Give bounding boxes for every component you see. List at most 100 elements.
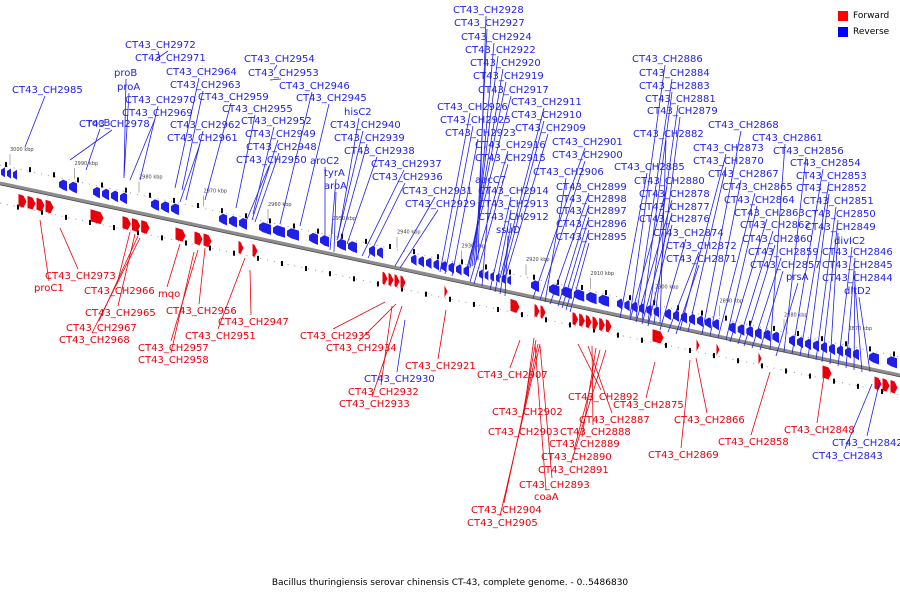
forward-gene-label: CT43_CH2935 (300, 331, 371, 342)
reverse-leader-line (254, 152, 280, 223)
forward-gene-label: CT43_CH2904 (471, 505, 542, 516)
reverse-gene-arrow (171, 203, 179, 216)
reverse-gene-label: aroC2 (310, 156, 339, 167)
reverse-gene-arrow (617, 298, 623, 310)
reverse-leader-line (775, 282, 799, 357)
forward-gene-arrow (203, 233, 212, 248)
forward-leader-line (503, 343, 539, 504)
reverse-gene-label: CT43_CH2896 (556, 219, 627, 230)
reverse-gene-arrow (755, 328, 762, 340)
reverse-gene-label: CT43_CH2882 (633, 129, 704, 140)
forward-gene-arrow (394, 274, 400, 288)
forward-gene-arrow (18, 193, 27, 208)
tick-label: 2960 kbp (268, 202, 292, 208)
reverse-gene-label: CT43_CH2915 (475, 153, 546, 164)
forward-gene-arrow (510, 298, 520, 313)
forward-leader-line (249, 269, 252, 316)
reverse-gene-label: CT43_CH2928 (453, 5, 524, 16)
tick-label: 3000 kbp (10, 147, 34, 153)
forward-gene-arrow (444, 284, 448, 298)
forward-gene-label: CT43_CH2858 (718, 437, 789, 448)
forward-leader-line (573, 349, 601, 451)
ruler-mark (677, 305, 679, 311)
reverse-gene-label: CT43_CH2846 (822, 247, 893, 258)
reverse-leader-line (532, 147, 586, 299)
forward-leader-line (750, 371, 771, 436)
forward-leader-line (358, 303, 397, 342)
reverse-gene-label: CT43_CH2924 (461, 32, 532, 43)
reverse-gene-arrow (309, 232, 318, 245)
forward-leader-line (59, 227, 79, 270)
legend-item-reverse: Reverse (838, 24, 889, 40)
reverse-gene-label: CT43_CH2842 (832, 438, 900, 449)
reverse-gene-arrow (456, 264, 462, 276)
forward-gene-arrow (605, 319, 612, 333)
forward-gene-arrow (382, 271, 388, 285)
forward-leader-line (645, 361, 656, 399)
reverse-leader-line (333, 191, 337, 253)
reverse-gene-label: proA (117, 82, 140, 93)
reverse-gene-label: CT43_CH2964 (166, 67, 237, 78)
reverse-gene-label: CT43_CH2884 (639, 68, 710, 79)
reverse-swatch (838, 27, 848, 37)
reverse-gene-label: CT43_CH2899 (556, 182, 627, 193)
forward-leader-line (577, 343, 602, 391)
reverse-gene-label: hisC2 (344, 107, 372, 118)
reverse-gene-label: CT43_CH2955 (222, 104, 293, 115)
reverse-leader-line (659, 238, 687, 331)
reverse-leader-line (659, 139, 667, 325)
reverse-leader-line (679, 153, 727, 331)
reverse-leader-line (24, 95, 46, 148)
forward-gene-label: CT43_CH2875 (613, 400, 684, 411)
ruler-mark (845, 341, 847, 347)
reverse-gene-label: CT43_CH2886 (632, 54, 703, 65)
reverse-gene-label: CT43_CH2880 (634, 176, 705, 187)
ruler-mark (449, 296, 451, 302)
reverse-gene-layer (1, 167, 897, 369)
forward-gene-label: CT43_CH2890 (541, 452, 612, 463)
forward-gene-label: CT43_CH2887 (579, 415, 650, 426)
ruler-mark (41, 209, 43, 215)
ruler-mark (581, 284, 583, 290)
reverse-gene-label: CT43_CH2945 (296, 93, 367, 104)
reverse-gene-arrow (845, 347, 851, 359)
forward-leader-line (695, 357, 708, 414)
reverse-leader-line (252, 126, 275, 215)
reverse-gene-arrow (259, 222, 271, 235)
reverse-gene-label: CT43_CH2963 (170, 80, 241, 91)
reverse-gene-arrow (273, 225, 285, 238)
reverse-gene-label: CT43_CH2850 (805, 209, 876, 220)
forward-leader-line (371, 305, 403, 398)
reverse-leader-line (444, 125, 474, 275)
forward-gene-arrow (882, 378, 890, 392)
reverse-leader-line (499, 222, 512, 295)
ruler-mark (761, 363, 763, 369)
ruler-mark (173, 197, 175, 203)
reverse-leader-line (561, 216, 590, 309)
reverse-gene-arrow (411, 254, 417, 266)
reverse-gene-label: CT43_CH2972 (125, 40, 196, 51)
forward-gene-label: CT43_CH2956 (166, 306, 237, 317)
reverse-gene-label: CT43_CH2940 (330, 120, 401, 131)
reverse-leader-line (629, 64, 666, 317)
forward-gene-label: CT43_CH2891 (538, 465, 609, 476)
forward-leader-line (509, 339, 521, 369)
forward-leader-line (116, 231, 131, 285)
legend-label-forward: Forward (853, 11, 890, 21)
reverse-gene-label: CT43_CH2862 (740, 220, 811, 231)
reverse-gene-label: CT43_CH2952 (241, 116, 312, 127)
forward-gene-label: CT43_CH2848 (784, 425, 855, 436)
forward-gene-layer (18, 193, 898, 394)
reverse-leader-line (759, 270, 784, 351)
ruler-mark (269, 218, 271, 224)
forward-gene-label: CT43_CH2903 (488, 427, 559, 438)
forward-gene-arrow (36, 197, 45, 212)
tick-label: 2970 kbp (204, 188, 228, 194)
reverse-gene-label: proB (114, 68, 137, 79)
forward-gene-arrow (890, 379, 898, 394)
reverse-leader-line (235, 114, 256, 209)
reverse-leader-line (854, 283, 863, 373)
ruler-mark (461, 259, 463, 265)
ruler-mark (245, 213, 247, 219)
